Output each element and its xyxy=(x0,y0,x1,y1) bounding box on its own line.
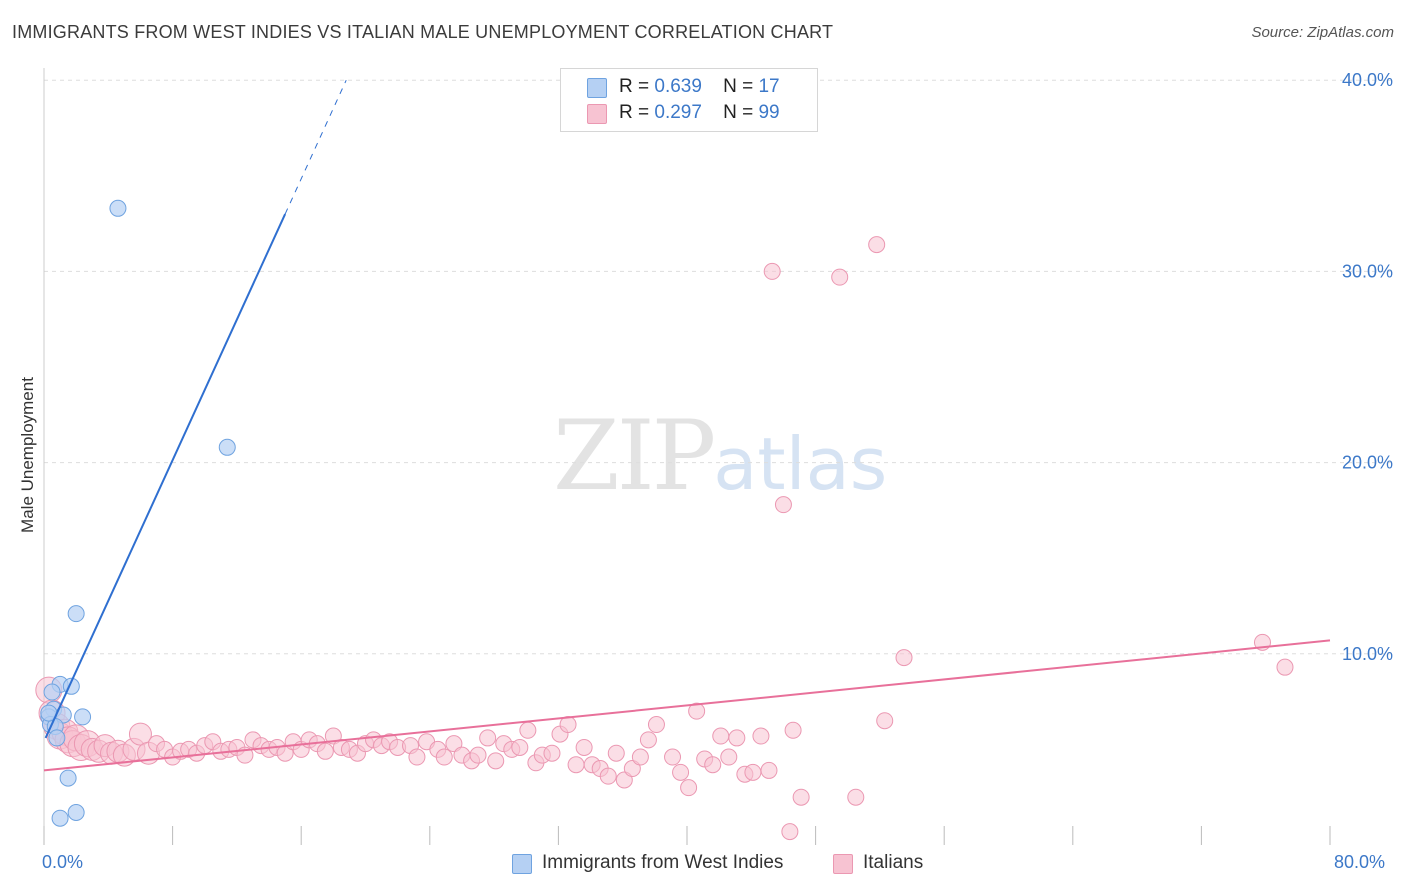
italians-point xyxy=(688,702,706,720)
italians-point xyxy=(720,748,738,766)
west-indies-point xyxy=(51,809,69,827)
west-indies-trend-extension xyxy=(284,79,347,215)
italians-point xyxy=(519,721,537,739)
italians-point xyxy=(487,752,505,770)
italians-point xyxy=(575,738,593,756)
n-value: 17 xyxy=(758,76,780,97)
r-label: R = xyxy=(619,102,650,123)
italians-point xyxy=(728,729,746,747)
italians-point xyxy=(847,788,865,806)
watermark-atlas: atlas xyxy=(713,422,888,506)
italians-point xyxy=(868,236,886,254)
west-indies-point xyxy=(109,199,127,217)
n-label: N = xyxy=(723,76,754,97)
italians-point xyxy=(744,763,762,781)
italians-point xyxy=(876,712,894,730)
italians-point xyxy=(567,756,585,774)
x-tick-label-max: 80.0% xyxy=(1334,852,1386,872)
italians-point xyxy=(895,649,913,667)
r-value: 0.639 xyxy=(654,76,702,97)
y-tick-label: 10.0% xyxy=(1342,644,1393,664)
italians-point xyxy=(760,761,778,779)
west-indies-point xyxy=(74,708,92,726)
italians-point xyxy=(781,823,799,841)
italians-point xyxy=(469,746,487,764)
west-indies-point xyxy=(218,438,236,456)
italians-point xyxy=(479,729,497,747)
y-tick-label: 20.0% xyxy=(1342,453,1393,473)
italians-point xyxy=(664,748,682,766)
italians-point xyxy=(672,763,690,781)
italians-point xyxy=(435,748,453,766)
italians-point xyxy=(599,767,617,785)
italians-point xyxy=(1276,658,1294,676)
west-indies-point xyxy=(43,683,61,701)
west-indies-trend-line xyxy=(44,213,287,739)
n-value: 99 xyxy=(758,102,780,123)
italians-point xyxy=(543,744,561,762)
west-indies-point xyxy=(67,803,85,821)
italians-point xyxy=(639,731,657,749)
italians-point xyxy=(784,721,802,739)
legend-stats-west-indies: R = 0.639 N = 17 xyxy=(619,76,780,98)
watermark: ZIPatlas xyxy=(553,400,887,512)
italians-point xyxy=(792,788,810,806)
legend-swatch-blue xyxy=(512,854,532,874)
legend-label-west-indies: Immigrants from West Indies xyxy=(542,852,784,873)
y-tick-label: 30.0% xyxy=(1342,261,1393,281)
r-value: 0.297 xyxy=(654,102,702,123)
legend-swatch-pink xyxy=(587,104,607,124)
x-tick-label-min: 0.0% xyxy=(42,852,84,872)
italians-point xyxy=(408,748,426,766)
italians-point xyxy=(316,742,334,760)
italians-point xyxy=(831,268,849,286)
legend-label-italians: Italians xyxy=(863,852,924,873)
italians-point xyxy=(511,738,529,756)
legend-swatch-blue xyxy=(587,78,607,98)
italians-point xyxy=(712,727,730,745)
watermark-zip: ZIP xyxy=(553,400,716,512)
west-indies-point xyxy=(59,769,77,787)
legend-swatch-pink xyxy=(833,854,853,874)
n-label: N = xyxy=(723,102,754,123)
series-legend: Immigrants from West Indies Italians xyxy=(0,852,1406,878)
italians-point xyxy=(752,727,770,745)
legend-stats-italians: R = 0.297 N = 99 xyxy=(619,102,780,124)
chart-title: IMMIGRANTS FROM WEST INDIES VS ITALIAN M… xyxy=(12,22,834,42)
italians-point xyxy=(680,779,698,797)
west-indies-point xyxy=(67,605,85,623)
italians-point xyxy=(774,496,792,514)
italians-point xyxy=(763,262,781,280)
y-tick-label: 40.0% xyxy=(1342,70,1393,90)
correlation-legend: R = 0.639 N = 17 R = 0.297 N = 99 xyxy=(560,68,818,132)
italians-point xyxy=(704,756,722,774)
italians-point xyxy=(647,716,665,734)
west-indies-point xyxy=(48,729,66,747)
source-label: Source: ZipAtlas.com xyxy=(1251,24,1394,41)
italians-trend-line xyxy=(43,639,1331,772)
italians-point xyxy=(631,748,649,766)
italians-point xyxy=(607,744,625,762)
r-label: R = xyxy=(619,76,650,97)
